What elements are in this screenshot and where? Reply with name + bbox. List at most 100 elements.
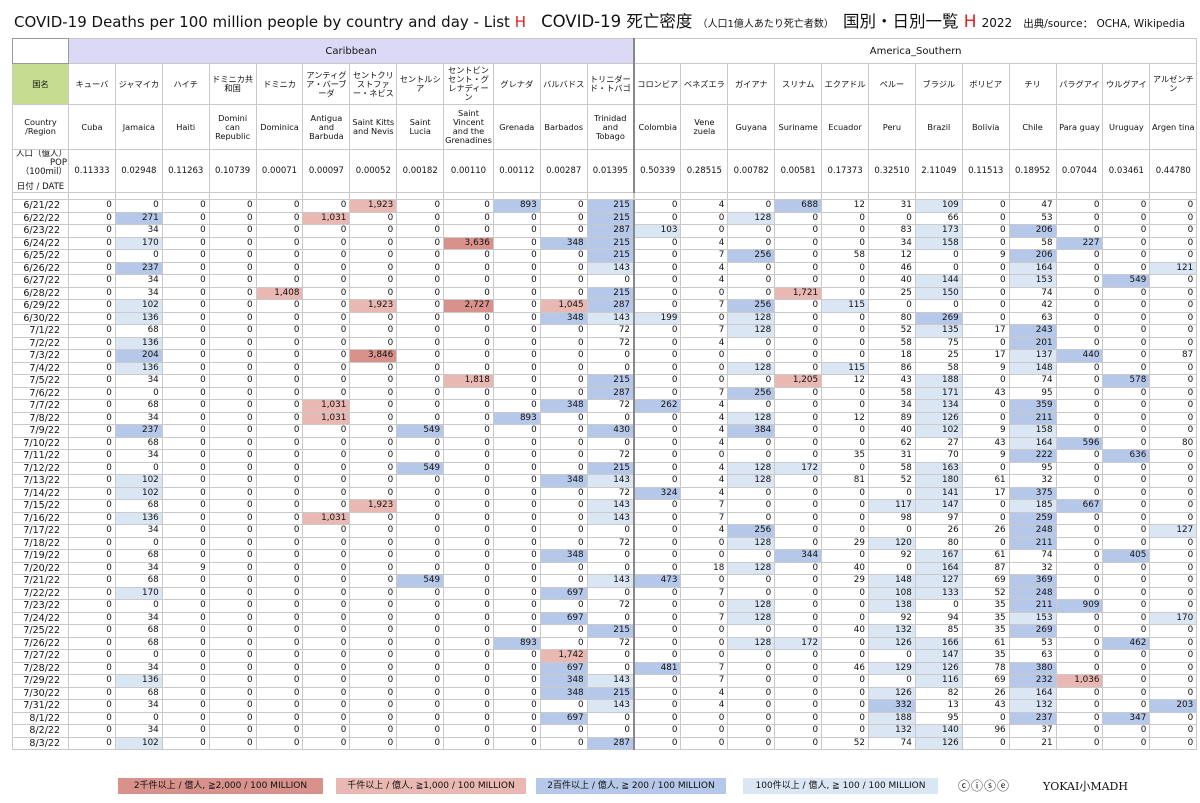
value-cell: 7 — [680, 511, 729, 525]
value-cell: 0 — [302, 711, 351, 725]
value-cell: 578 — [1102, 374, 1151, 388]
value-cell: 0 — [161, 236, 210, 250]
value-cell: 43 — [961, 436, 1010, 450]
value-cell: 0 — [680, 624, 729, 638]
population-value: 0.11333 — [68, 149, 116, 193]
value-cell: 0 — [302, 549, 351, 563]
value-cell: 0 — [1102, 299, 1151, 313]
value-cell: 0 — [774, 324, 823, 338]
value-cell: 0 — [349, 549, 398, 563]
row-date: 7/17/22 — [12, 524, 69, 538]
value-cell: 12 — [821, 411, 869, 425]
value-cell: 0 — [1055, 699, 1104, 713]
value-cell: 0 — [349, 474, 398, 488]
value-cell: 21 — [1008, 736, 1057, 750]
value-cell: 0 — [302, 586, 351, 600]
value-cell: 32 — [1008, 561, 1057, 575]
value-cell: 0 — [396, 211, 445, 225]
spacer-cell — [443, 192, 494, 200]
value-cell: 0 — [349, 249, 398, 263]
value-cell: 0 — [302, 649, 351, 663]
value-cell: 0 — [821, 674, 869, 688]
value-cell: 0 — [255, 424, 304, 438]
value-cell: 0 — [396, 599, 445, 613]
value-cell: 0 — [1149, 286, 1198, 300]
table-row: 6/26/22 0 237 0 0 0 0 0 0 0 0 0 143 0 4 0 0 0 46 0 0 164 0 0 121 — [12, 261, 1198, 275]
value-cell: 0 — [302, 674, 351, 688]
value-cell: 126 — [867, 636, 916, 650]
value-cell: 0 — [1055, 374, 1104, 388]
value-cell: 215 — [586, 686, 636, 700]
value-cell: 0 — [208, 249, 257, 263]
value-cell: 0 — [867, 561, 916, 575]
value-cell: 12 — [867, 249, 916, 263]
value-cell: 58 — [867, 336, 916, 350]
value-cell: 0 — [727, 486, 776, 500]
spacer-cell — [349, 192, 398, 200]
title-en: COVID-19 Deaths per 100 million people b… — [14, 13, 515, 31]
row-date: 7/31/22 — [12, 699, 69, 713]
value-cell: 0 — [161, 411, 210, 425]
value-cell: 0 — [396, 311, 445, 325]
value-cell: 0 — [586, 724, 636, 738]
value-cell: 0 — [255, 499, 304, 513]
value-cell: 0 — [539, 699, 588, 713]
value-cell: 0 — [774, 424, 823, 438]
value-cell: 35 — [821, 449, 869, 463]
value-cell: 0 — [1055, 649, 1104, 663]
country-jp-name: アンティグア・バーブーダ — [302, 63, 351, 105]
value-cell: 0 — [302, 474, 351, 488]
value-cell: 0 — [727, 349, 776, 363]
value-cell: 0 — [68, 724, 116, 738]
value-cell: 164 — [1008, 436, 1057, 450]
value-cell: 4 — [680, 686, 729, 700]
value-cell: 237 — [1008, 711, 1057, 725]
value-cell: 46 — [867, 261, 916, 275]
value-cell: 0 — [255, 386, 304, 400]
row-date: 7/18/22 — [12, 536, 69, 550]
value-cell: 0 — [821, 424, 869, 438]
value-cell: 0 — [208, 674, 257, 688]
value-cell: 0 — [727, 224, 776, 238]
value-cell: 0 — [1055, 474, 1104, 488]
value-cell: 62 — [867, 436, 916, 450]
table-row: 7/26/22 0 68 0 0 0 0 0 0 0 893 0 72 0 0 128 172 0 126 166 61… — [12, 636, 1198, 650]
table-row: 6/27/22 0 34 0 0 0 0 0 0 0 0 0 0 0 4 0 0 0 40 144 0 153 0 549 0 — [12, 274, 1198, 288]
value-cell: 0 — [1102, 424, 1151, 438]
value-cell: 4 — [680, 236, 729, 250]
value-cell: 0 — [396, 524, 445, 538]
value-cell: 206 — [1008, 249, 1057, 263]
value-cell: 0 — [208, 211, 257, 225]
value-cell: 0 — [961, 411, 1010, 425]
value-cell: 133 — [914, 586, 963, 600]
value-cell: 0 — [914, 599, 963, 613]
value-cell: 0 — [396, 724, 445, 738]
value-cell: 0 — [727, 661, 776, 675]
value-cell: 0 — [349, 324, 398, 338]
value-cell: 549 — [396, 424, 445, 438]
row-date: 6/25/22 — [12, 249, 69, 263]
value-cell: 0 — [821, 261, 869, 275]
value-cell: 0 — [1055, 624, 1104, 638]
value-cell: 0 — [208, 524, 257, 538]
country-jp-name: コロンビア — [633, 63, 682, 105]
value-cell: 0 — [492, 224, 541, 238]
value-cell: 0 — [349, 486, 398, 500]
value-cell: 0 — [161, 199, 210, 213]
value-cell: 0 — [349, 311, 398, 325]
value-cell: 0 — [161, 399, 210, 413]
population-value: 0.44780 — [1149, 149, 1198, 193]
value-cell: 128 — [727, 311, 776, 325]
value-cell: 0 — [1055, 386, 1104, 400]
value-cell: 34 — [114, 524, 163, 538]
value-cell: 0 — [349, 386, 398, 400]
value-cell: 0 — [1102, 586, 1151, 600]
value-cell: 0 — [821, 724, 869, 738]
country-en-name: Chile — [1008, 104, 1057, 150]
value-cell: 0 — [68, 574, 116, 588]
country-jp-name: ブラジル — [914, 63, 963, 105]
title-jp-letter: H — [963, 12, 977, 32]
country-jp-name: スリナム — [774, 63, 823, 105]
value-cell: 0 — [1149, 674, 1198, 688]
value-cell: 0 — [443, 249, 494, 263]
